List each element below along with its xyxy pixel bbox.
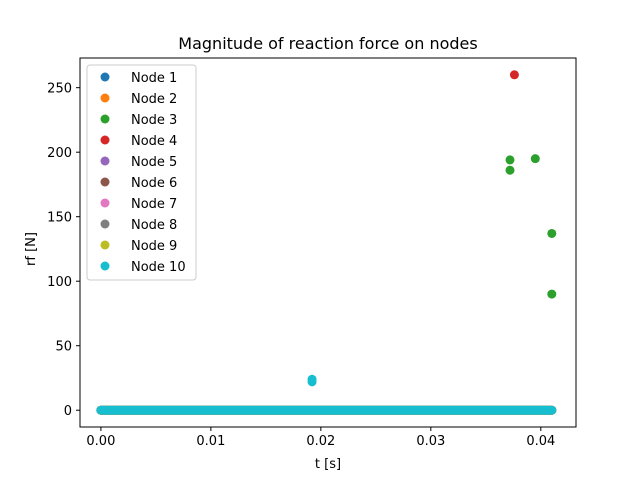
legend-label: Node 7 bbox=[131, 197, 177, 212]
legend-marker bbox=[100, 93, 110, 103]
legend-item: Node 5 bbox=[100, 155, 177, 170]
legend: Node 1 Node 2 Node 3 Node 4 Node 5 Node 6 Node… bbox=[86, 64, 197, 281]
legend-marker bbox=[100, 72, 110, 82]
legend-marker bbox=[100, 261, 110, 271]
legend-marker bbox=[100, 114, 110, 124]
legend-label: Node 10 bbox=[131, 260, 186, 275]
data-point bbox=[530, 154, 540, 164]
legend-label: Node 1 bbox=[131, 71, 177, 86]
y-tick-label: 100 bbox=[47, 275, 72, 290]
y-tick-label: 150 bbox=[47, 211, 72, 226]
y-tick-label: 200 bbox=[47, 146, 72, 161]
x-tick-label: 0.01 bbox=[196, 434, 225, 449]
axes-frame bbox=[79, 57, 577, 428]
y-axis: 0 50 100 150 200 250 bbox=[47, 82, 80, 419]
y-tick-label: 0 bbox=[64, 404, 72, 419]
legend-item: Node 4 bbox=[100, 134, 177, 149]
data-point bbox=[509, 70, 519, 80]
legend-label: Node 3 bbox=[131, 113, 177, 128]
x-tick-label: 0.03 bbox=[416, 434, 445, 449]
legend-item: Node 9 bbox=[100, 239, 177, 254]
legend-marker bbox=[100, 177, 110, 187]
legend-box bbox=[86, 64, 197, 281]
legend-label: Node 5 bbox=[131, 155, 177, 170]
data-point bbox=[547, 289, 557, 299]
data-point bbox=[307, 377, 317, 387]
x-tick-label: 0.02 bbox=[306, 434, 335, 449]
legend-marker bbox=[100, 240, 110, 250]
legend-item: Node 1 bbox=[100, 71, 177, 86]
legend-item: Node 10 bbox=[100, 260, 186, 275]
legend-marker bbox=[100, 198, 110, 208]
data-point bbox=[547, 228, 557, 238]
legend-label: Node 6 bbox=[131, 176, 177, 191]
legend-item: Node 8 bbox=[100, 218, 177, 233]
series-10 bbox=[96, 374, 557, 415]
data-point bbox=[505, 155, 515, 165]
data-point bbox=[505, 165, 515, 175]
legend-label: Node 4 bbox=[131, 134, 177, 149]
legend-item: Node 6 bbox=[100, 176, 177, 191]
legend-marker bbox=[100, 219, 110, 229]
legend-marker bbox=[100, 135, 110, 145]
y-tick-label: 250 bbox=[47, 82, 72, 97]
x-axis-label: t [s] bbox=[315, 457, 341, 472]
y-axis-label: rf [N] bbox=[24, 232, 39, 266]
x-axis: 0.00 0.01 0.02 0.03 0.04 bbox=[86, 427, 555, 449]
y-tick-label: 50 bbox=[55, 340, 72, 355]
legend-item: Node 2 bbox=[100, 92, 177, 107]
x-tick-label: 0.00 bbox=[86, 434, 115, 449]
legend-marker bbox=[100, 156, 110, 166]
x-tick-label: 0.04 bbox=[526, 434, 555, 449]
legend-label: Node 2 bbox=[131, 92, 177, 107]
chart-title: Magnitude of reaction force on nodes bbox=[178, 34, 477, 53]
legend-label: Node 9 bbox=[131, 239, 177, 254]
legend-label: Node 8 bbox=[131, 218, 177, 233]
legend-item: Node 7 bbox=[100, 197, 177, 212]
legend-item: Node 3 bbox=[100, 113, 177, 128]
